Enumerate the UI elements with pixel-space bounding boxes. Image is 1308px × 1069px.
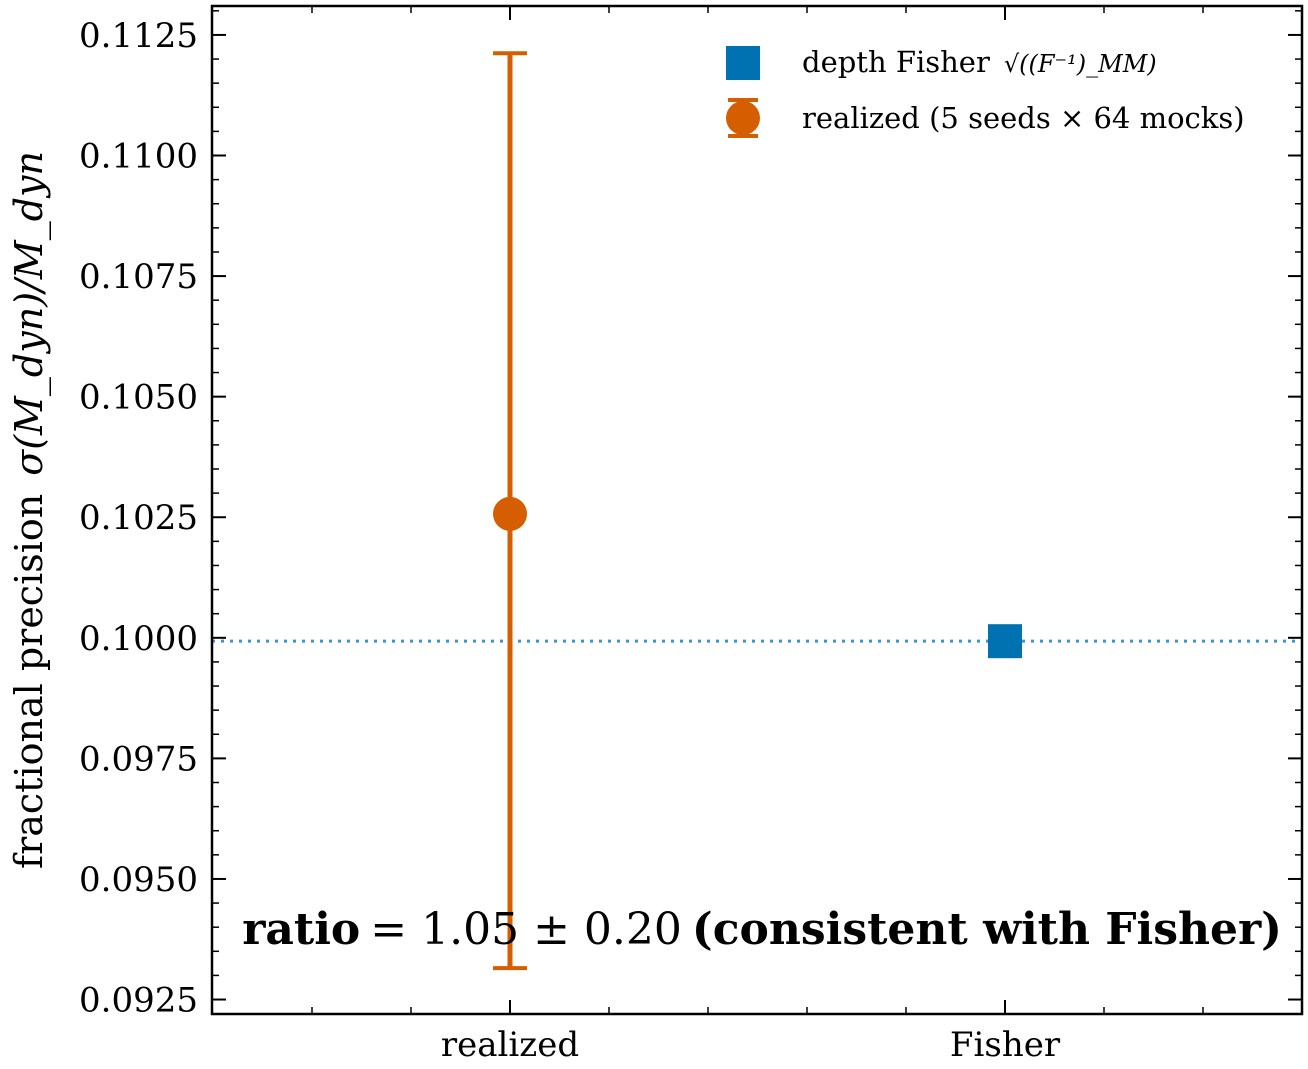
ytick-label-6: 0.1075 <box>79 257 198 297</box>
ytick-label-5: 0.1050 <box>79 378 198 418</box>
legend: depth Fisher √((F⁻¹)_MM) realized (5 seed… <box>726 45 1245 138</box>
ytick-label-2: 0.0975 <box>79 739 198 779</box>
xtick-label-fisher: Fisher <box>950 1025 1061 1065</box>
realized-point <box>493 496 527 531</box>
ytick-label-3: 0.1000 <box>79 619 198 659</box>
xtick-labels: realized Fisher <box>441 1025 1061 1065</box>
xtick-label-realized: realized <box>441 1025 579 1065</box>
y-axis-label: fractional precisionσ(M_dyn)/M_dyn <box>7 151 52 869</box>
plot-frame <box>210 4 1304 1016</box>
legend-fisher-marker <box>726 46 760 80</box>
ytick-label-4: 0.1025 <box>79 498 198 538</box>
fisher-point <box>988 624 1022 659</box>
ratio-annotation: ratio = 1.05 ± 0.20 (consistent with Fishe… <box>242 904 1282 955</box>
legend-realized-marker <box>726 101 760 135</box>
ytick-label-7: 0.1100 <box>79 137 198 177</box>
legend-realized-label: realized (5 seeds × 64 mocks) <box>802 101 1245 135</box>
legend-fisher-label: depth Fisher √((F⁻¹)_MM) <box>802 45 1157 79</box>
ytick-label-1: 0.0950 <box>79 860 198 900</box>
ytick-labels: 0.0925 0.0950 0.0975 0.1000 0.1025 0.1050 0.10… <box>79 16 198 1021</box>
ytick-label-8: 0.1125 <box>79 16 198 56</box>
minor-ticks <box>212 6 1303 1014</box>
major-ticks <box>212 6 1302 1014</box>
ytick-label-0: 0.0925 <box>79 981 198 1021</box>
